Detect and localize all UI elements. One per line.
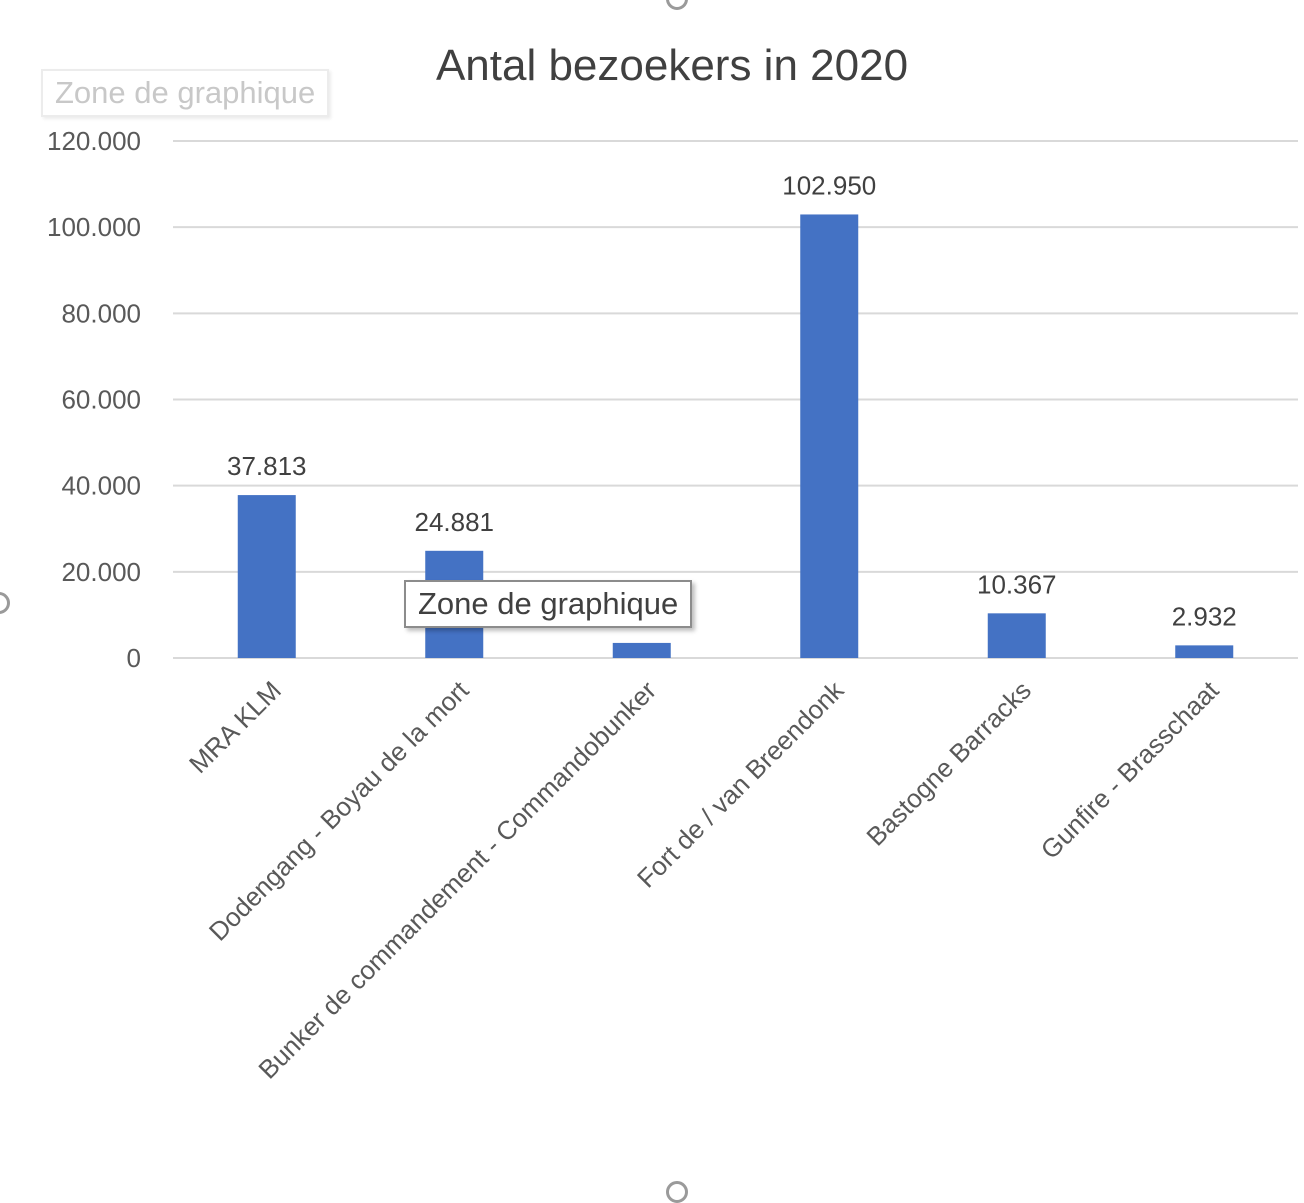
data-label: 10.367 bbox=[977, 569, 1057, 599]
category-label: Fort de / van Breendonk bbox=[631, 674, 850, 893]
category-label: Bastogne Barracks bbox=[860, 675, 1037, 852]
bar[interactable] bbox=[612, 642, 671, 658]
y-tick-label: 120.000 bbox=[47, 126, 141, 156]
y-tick-label: 40.000 bbox=[61, 471, 141, 501]
data-label: 37.813 bbox=[227, 451, 307, 481]
y-tick-label: 100.000 bbox=[47, 212, 141, 242]
data-label: 24.881 bbox=[414, 507, 494, 537]
y-tick-label: 20.000 bbox=[61, 557, 141, 587]
chart-area-tooltip: Zone de graphique bbox=[404, 580, 693, 628]
bar[interactable] bbox=[800, 214, 859, 658]
category-label: Gunfire - Brasschaat bbox=[1035, 674, 1225, 864]
y-tick-label: 60.000 bbox=[61, 385, 141, 415]
resize-handle-bottom[interactable] bbox=[666, 1181, 688, 1203]
y-axis-tick-labels: 0 20.000 40.000 60.000 80.000 100.000 120.000 bbox=[47, 126, 141, 673]
gridlines bbox=[173, 140, 1298, 659]
bar[interactable] bbox=[237, 495, 296, 658]
chart-title: Antal bezoekers in 2020 bbox=[436, 41, 908, 90]
category-label: Bunker de commandement - Commandobunker bbox=[252, 675, 662, 1085]
bar[interactable] bbox=[1175, 645, 1234, 658]
y-tick-label: 0 bbox=[127, 643, 141, 673]
bars bbox=[237, 214, 1234, 658]
bar[interactable] bbox=[987, 613, 1046, 658]
data-label: 102.950 bbox=[782, 170, 876, 200]
category-label: MRA KLM bbox=[183, 675, 287, 779]
y-tick-label: 80.000 bbox=[61, 298, 141, 328]
data-label: 2.932 bbox=[1172, 601, 1237, 631]
chart-area-ghost-tooltip: Zone de graphique bbox=[41, 69, 330, 117]
data-labels: 37.813 24.881 102.950 10.367 2.932 bbox=[227, 170, 1237, 631]
